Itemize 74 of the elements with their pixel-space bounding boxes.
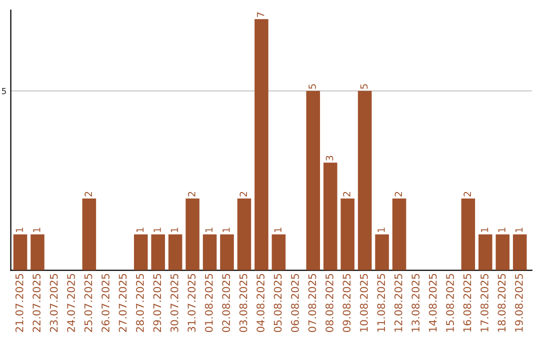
bar — [220, 234, 234, 270]
x-tick-label: 16.08.2025 — [463, 274, 472, 332]
x-tick-label: 10.08.2025 — [360, 274, 368, 332]
x-tick-label: 29.07.2025 — [153, 274, 162, 332]
bar — [478, 234, 492, 270]
bar — [254, 19, 268, 270]
x-tick-label: 09.08.2025 — [342, 274, 351, 332]
x-tick-label: 19.08.2025 — [514, 274, 523, 332]
x-tick-label: 02.08.2025 — [222, 274, 230, 332]
x-tick-label: 08.08.2025 — [325, 274, 334, 332]
bar — [496, 234, 510, 270]
data-label: 2 — [394, 192, 402, 196]
data-label: 2 — [188, 192, 196, 196]
data-label: 1 — [154, 228, 161, 232]
bar — [168, 234, 182, 270]
bar — [82, 198, 96, 270]
data-label: 2 — [240, 192, 247, 196]
data-label: 5 — [308, 84, 316, 89]
bar — [461, 198, 476, 270]
x-tick-label: 11.08.2025 — [377, 274, 386, 332]
x-tick-label: 18.08.2025 — [498, 274, 506, 332]
bar — [323, 162, 338, 270]
bar — [202, 234, 217, 270]
x-tick-label: 17.08.2025 — [480, 274, 488, 332]
data-label: 1 — [480, 228, 488, 232]
x-tick-label: 31.07.2025 — [188, 274, 196, 332]
x-tick-label: 24.07.2025 — [67, 274, 75, 332]
x-tick-label: 04.08.2025 — [256, 274, 264, 332]
x-tick-label: 21.07.2025 — [15, 274, 24, 332]
bar — [151, 234, 165, 270]
data-label: 2 — [464, 192, 471, 196]
x-tick-label: 15.08.2025 — [446, 274, 454, 332]
data-label: 1 — [136, 228, 144, 232]
x-tick-label: 27.07.2025 — [118, 274, 127, 332]
x-tick-label: 25.07.2025 — [84, 274, 92, 332]
bar — [392, 198, 406, 270]
data-label: 1 — [33, 228, 40, 232]
x-tick-label: 22.07.2025 — [32, 274, 41, 332]
x-tick-label: 01.08.2025 — [204, 274, 213, 332]
bar — [272, 234, 286, 270]
bar — [306, 90, 320, 270]
x-tick-label: 23.07.2025 — [50, 274, 58, 332]
x-tick-label: 12.08.2025 — [394, 274, 402, 332]
data-label: 1 — [498, 228, 506, 232]
data-label: 1 — [515, 228, 523, 232]
data-label: 7 — [257, 12, 264, 17]
data-label: 3 — [326, 156, 334, 161]
bar — [30, 234, 44, 270]
data-label: 1 — [274, 228, 282, 232]
bar — [512, 234, 527, 270]
bar — [237, 198, 252, 270]
bar — [186, 198, 200, 270]
x-tick-label: 14.08.2025 — [428, 274, 437, 332]
x-tick-label: 07.08.2025 — [308, 274, 316, 332]
bar — [134, 234, 148, 270]
x-tick-label: 26.07.2025 — [102, 274, 110, 332]
bar — [340, 198, 354, 270]
data-label: 5 — [360, 84, 368, 89]
bar — [375, 234, 389, 270]
bar — [358, 90, 372, 270]
x-tick-label: 03.08.2025 — [239, 274, 248, 332]
data-label: 1 — [16, 228, 23, 232]
data-label: 1 — [222, 228, 230, 232]
data-label: 2 — [343, 192, 350, 196]
data-label: 2 — [84, 192, 92, 196]
x-tick-label: 13.08.2025 — [412, 274, 420, 332]
x-tick-label: 06.08.2025 — [291, 274, 299, 332]
data-label: 1 — [378, 228, 385, 232]
x-tick-label: 05.08.2025 — [274, 274, 282, 332]
data-label: 1 — [170, 228, 178, 232]
x-tick-label: 30.07.2025 — [170, 274, 178, 332]
data-label: 1 — [205, 228, 212, 232]
bar — [13, 234, 28, 270]
x-tick-label: 28.07.2025 — [136, 274, 144, 332]
